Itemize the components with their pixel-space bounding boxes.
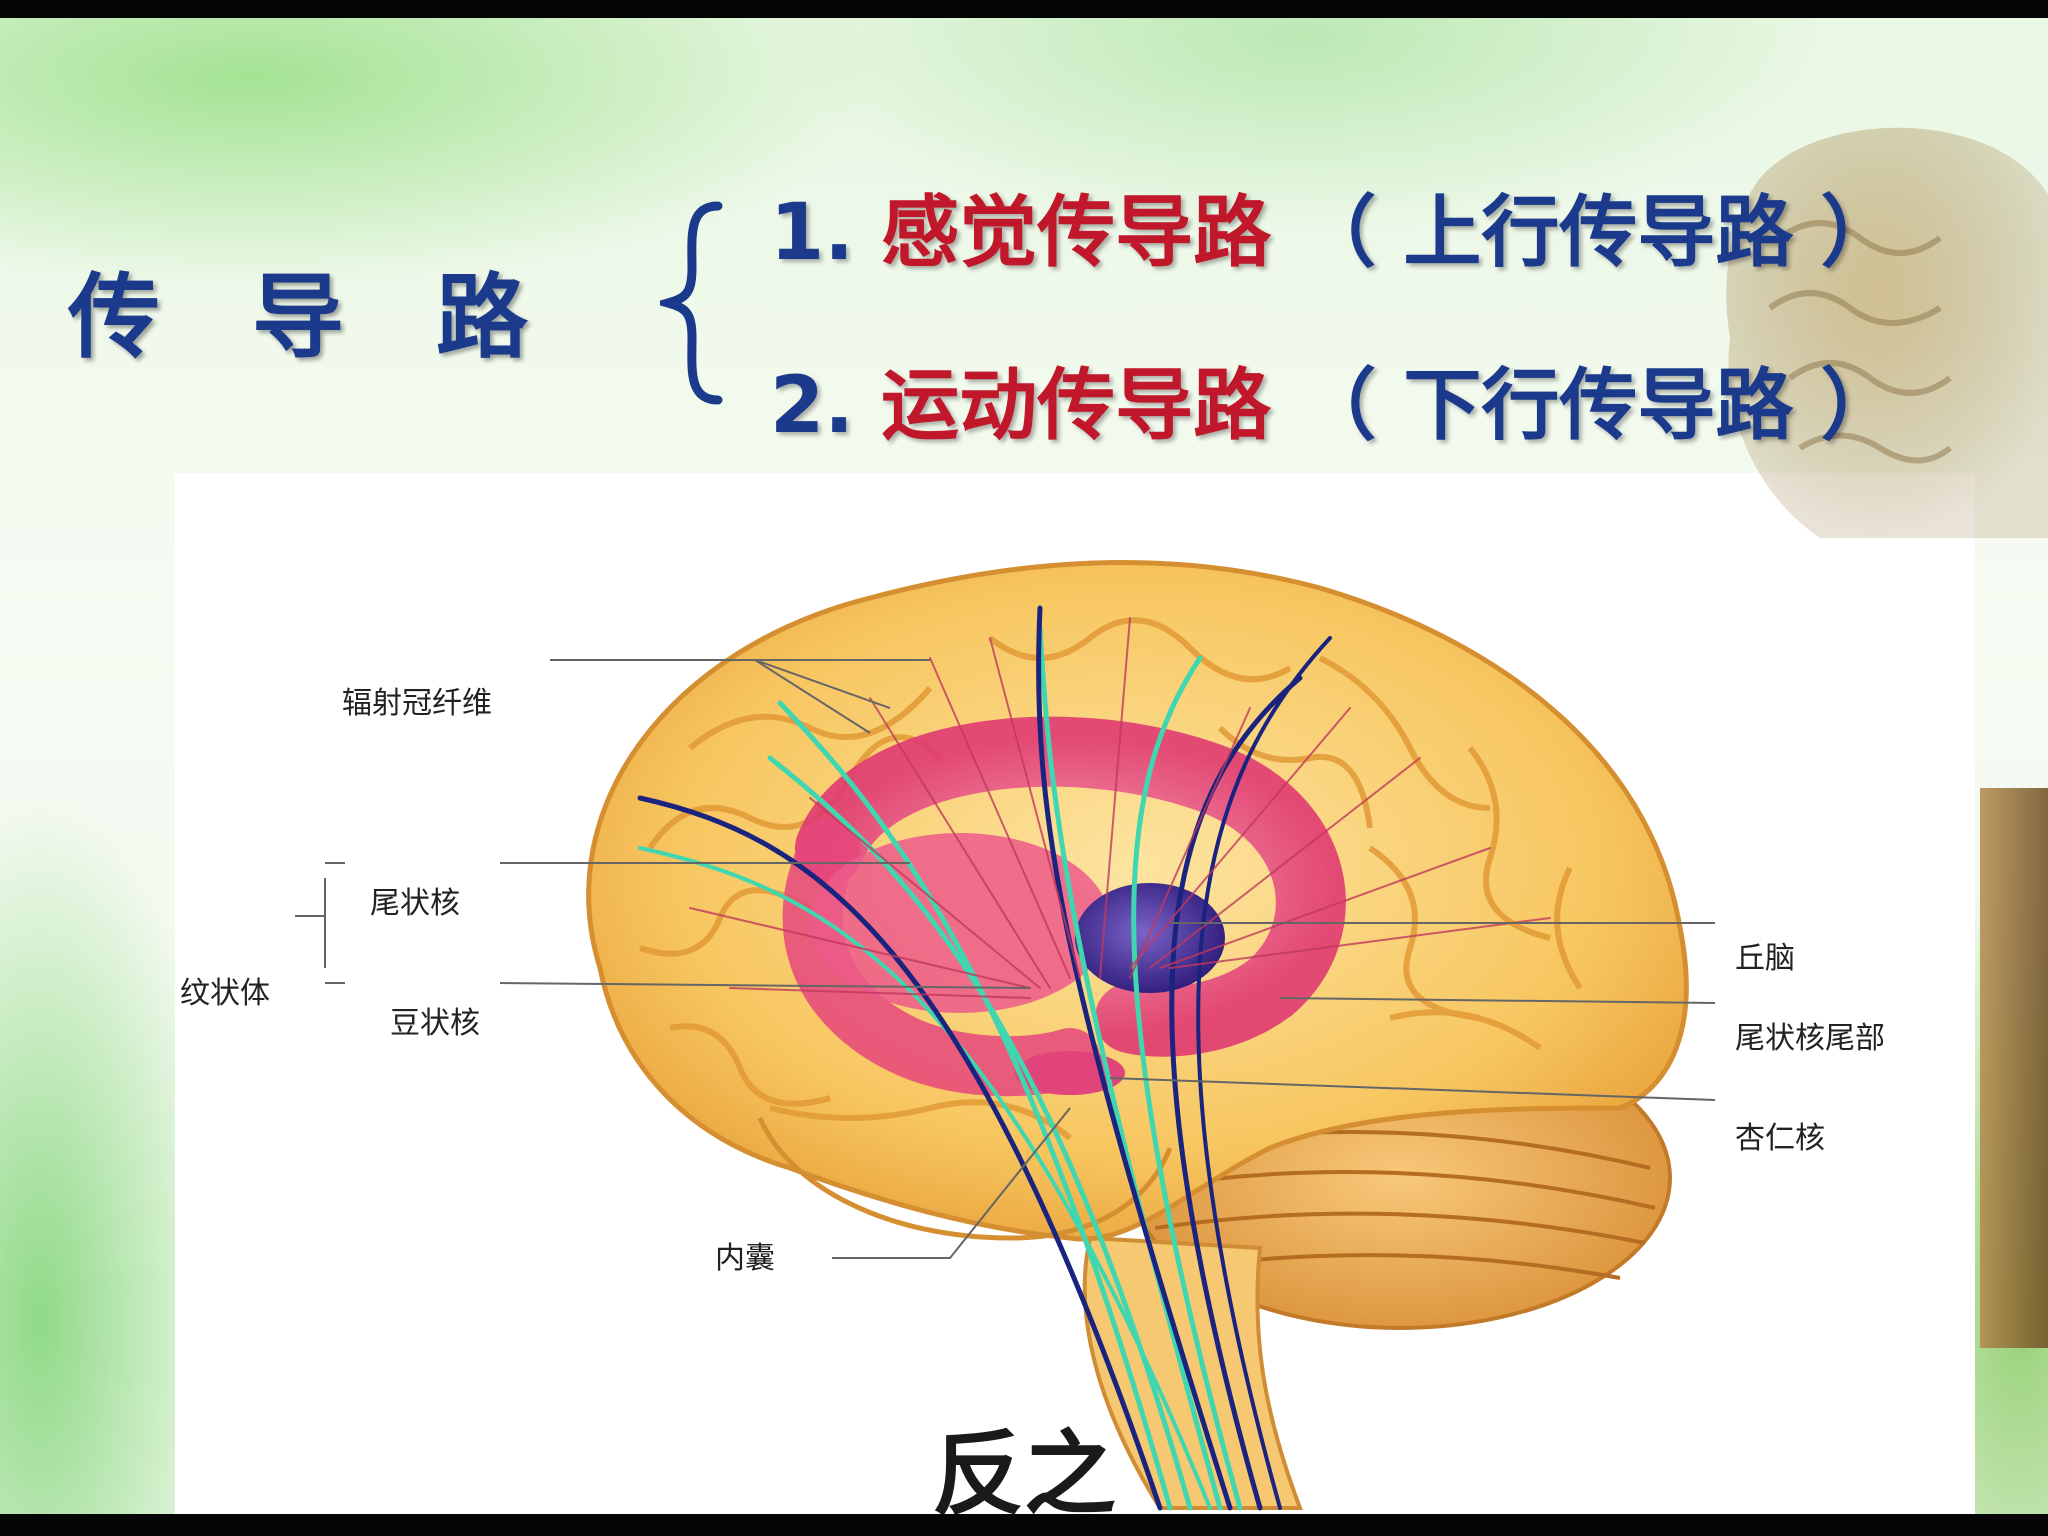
label-amygdala: 杏仁核 — [1735, 1121, 1825, 1156]
label-corona-radiata: 辐射冠纤维 — [342, 686, 492, 721]
pathway-item-sensory: 1. 感觉传导路 （ 上行传导路 ） — [770, 170, 1899, 282]
item-number: 2. — [770, 361, 854, 451]
video-frame-top — [0, 0, 2048, 18]
background-decoration — [1980, 788, 2048, 1348]
video-subtitle: 反之 — [931, 1421, 1116, 1514]
label-lentiform-nucleus: 豆状核 — [390, 1006, 480, 1041]
slide: 传 导 路 1. 感觉传导路 （ 上行传导路 ） 2. 运动传导路 （ 下行传导… — [0, 18, 2048, 1514]
projection-fibers — [637, 605, 1551, 1511]
item-parenthetical: （ 下行传导路 ） — [1298, 361, 1899, 451]
page-title: 传 导 路 — [68, 264, 559, 371]
item-keyword: 运动传导路 — [881, 361, 1272, 451]
pathway-item-motor: 2. 运动传导路 （ 下行传导路 ） — [770, 343, 1899, 455]
item-parenthetical: （ 上行传导路 ） — [1298, 188, 1899, 278]
label-caudate-tail: 尾状核尾部 — [1735, 1021, 1885, 1056]
label-thalamus: 丘脑 — [1735, 941, 1795, 976]
gyri-pattern — [639, 617, 1583, 1141]
background-brain-image — [1726, 127, 2048, 538]
item-keyword: 感觉传导路 — [881, 188, 1272, 278]
label-caudate-nucleus: 尾状核 — [370, 886, 460, 921]
video-frame-bottom — [0, 1514, 2048, 1536]
item-number: 1. — [770, 188, 854, 278]
label-internal-capsule: 内囊 — [715, 1241, 775, 1276]
label-striatum: 纹状体 — [180, 976, 270, 1011]
brain-diagram: 辐射冠纤维 尾状核 纹状体 豆状核 内囊 丘脑 尾状核尾部 杏仁核 — [180, 560, 1885, 1511]
curly-brace-icon — [660, 201, 723, 405]
label-leader-lines — [295, 659, 1716, 1259]
